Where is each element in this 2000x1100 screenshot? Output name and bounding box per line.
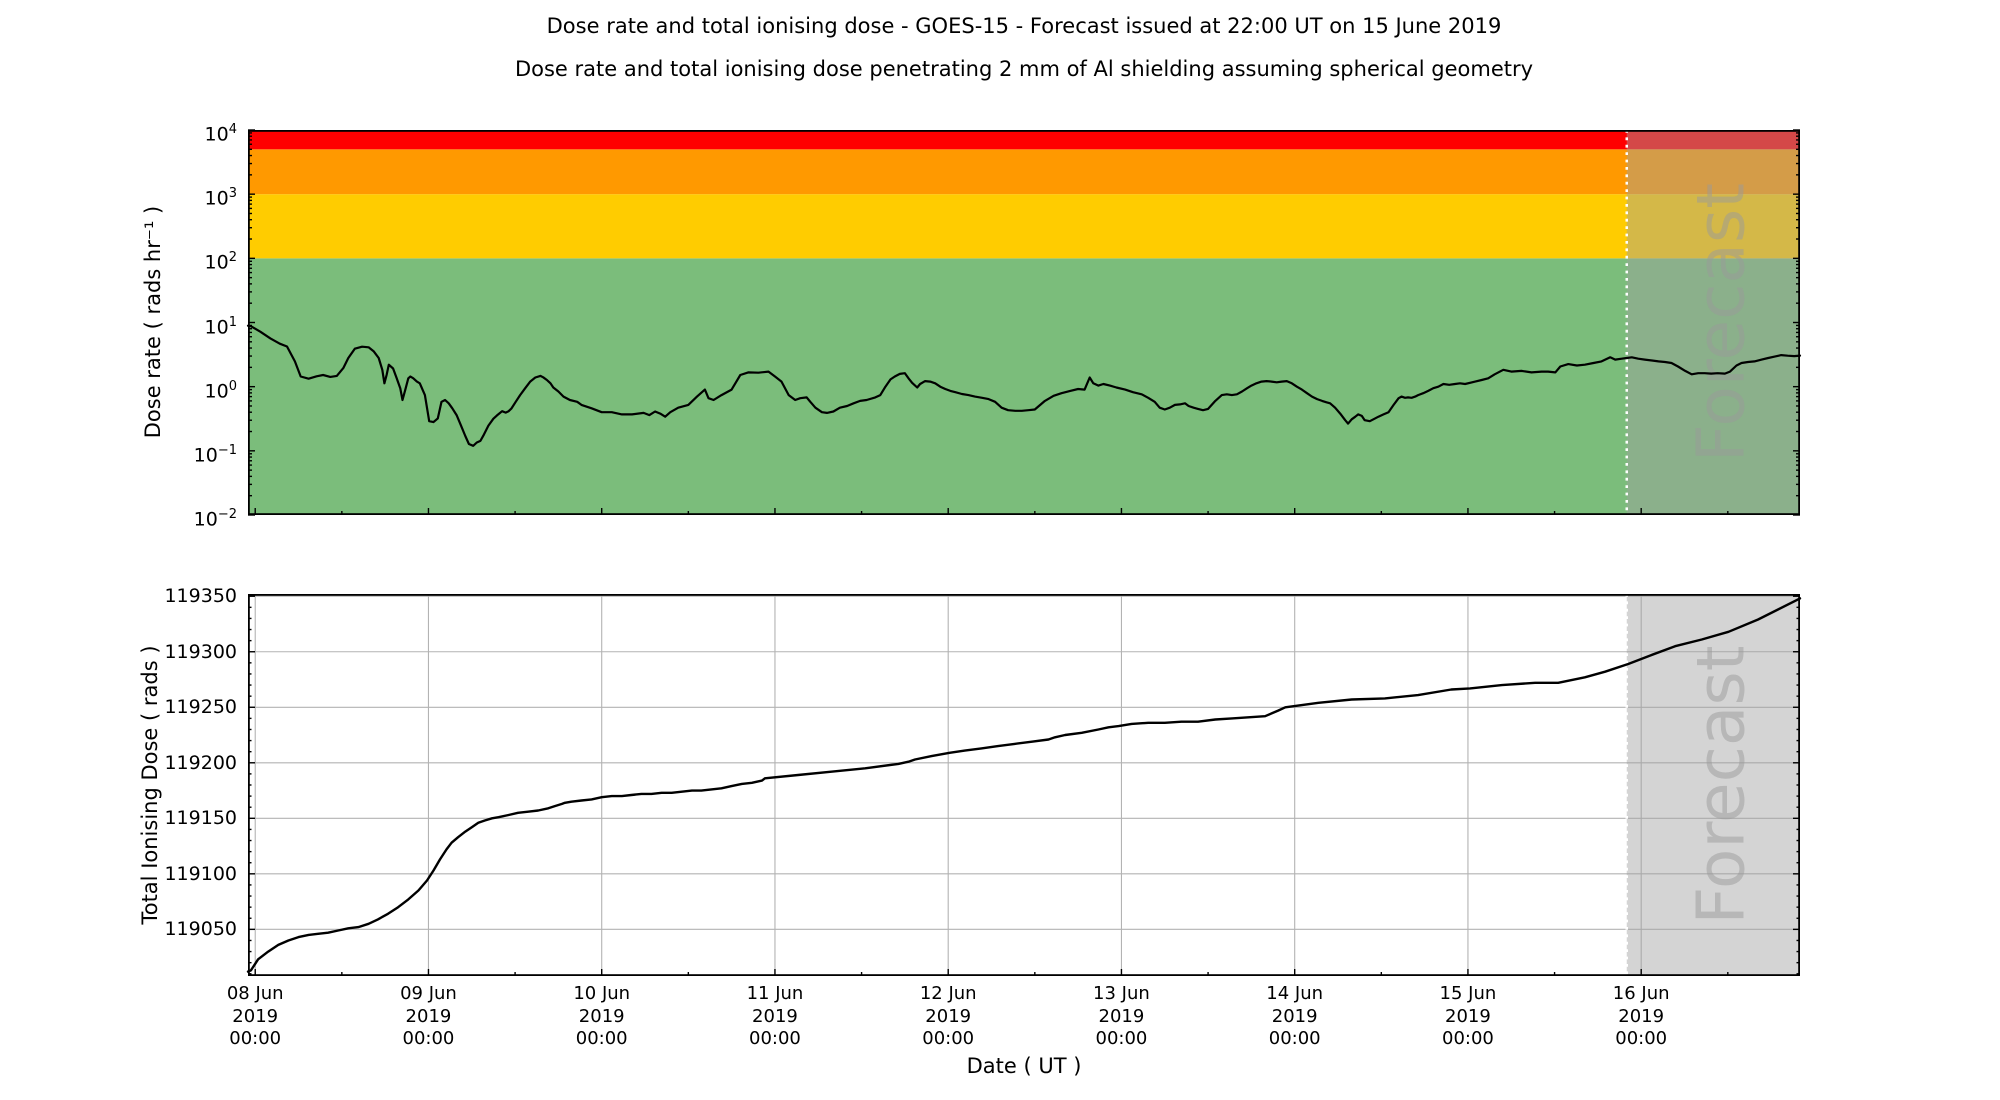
x-tick-label-line: 00:00 [922, 1028, 975, 1049]
forecast-watermark-bottom: Forecast [1682, 645, 1759, 924]
x-tick-label: 09 Jun 2019 00:00 [358, 983, 498, 1051]
total-dose-line [246, 597, 1802, 973]
x-tick-label-line: 16 Jun [1612, 983, 1670, 1004]
x-tick-label-line: 12 Jun [919, 983, 977, 1004]
date-x-axis-label: Date ( UT ) [966, 1054, 1082, 1078]
y-tick-label: 103 [204, 186, 237, 210]
y-tick-label: 119150 [164, 807, 237, 830]
y-tick-label: 10−2 [193, 507, 237, 531]
x-tick-label-line: 00:00 [575, 1028, 628, 1049]
x-tick-label: 16 Jun 2019 00:00 [1571, 983, 1711, 1051]
x-tick-label-line: 00:00 [1442, 1028, 1494, 1049]
dose-rate-line [246, 324, 1802, 447]
forecast-region [1626, 594, 1800, 976]
x-tick-label-line: 2019 [578, 1005, 625, 1027]
x-tick-label-line: 2019 [1271, 1005, 1318, 1027]
x-tick-label: 11 Jun 2019 00:00 [705, 983, 845, 1051]
x-tick-label-line: 2019 [232, 1005, 279, 1027]
y-tick-label: 119100 [164, 862, 237, 885]
x-tick-label: 12 Jun 2019 00:00 [878, 983, 1018, 1051]
noaa-scale-band-red [248, 130, 1800, 150]
total-dose-y-axis-label: Total Ionising Dose ( rads ) [138, 645, 162, 925]
x-tick-label-line: 08 Jun [226, 983, 284, 1004]
x-tick-label-line: 2019 [1618, 1005, 1665, 1027]
forecast-region [1626, 130, 1800, 515]
x-tick-label-line: 00:00 [1095, 1028, 1148, 1049]
plot-spine [247, 593, 1800, 977]
noaa-scale-band-yellow [248, 194, 1800, 259]
x-tick-label-line: 10 Jun [573, 983, 631, 1004]
x-tick-label-line: 11 Jun [746, 983, 804, 1004]
y-tick-label: 102 [204, 250, 237, 274]
y-tick-label: 101 [204, 314, 237, 338]
dose-rate-y-axis-label: Dose rate ( rads hr⁻¹ ) [141, 205, 165, 439]
y-tick-label: 104 [204, 122, 237, 146]
y-tick-label: 119050 [164, 918, 237, 941]
x-tick-label-line: 15 Jun [1439, 983, 1497, 1004]
x-tick-label: 15 Jun 2019 00:00 [1398, 983, 1538, 1051]
noaa-scale-band-orange [248, 149, 1800, 195]
x-tick-label-line: 00:00 [229, 1028, 282, 1049]
x-tick-label: 14 Jun 2019 00:00 [1225, 983, 1365, 1051]
x-tick-label: 08 Jun 2019 00:00 [185, 983, 325, 1051]
y-tick-label: 119250 [164, 696, 237, 719]
noaa-scale-band-green [248, 258, 1800, 515]
x-tick-label-line: 14 Jun [1266, 983, 1324, 1004]
y-tick-label: 119300 [164, 640, 237, 663]
x-tick-label-line: 00:00 [402, 1028, 455, 1049]
x-tick-label-line: 09 Jun [400, 983, 457, 1004]
x-tick-label-line: 00:00 [1615, 1028, 1668, 1049]
x-tick-label: 10 Jun 2019 00:00 [532, 983, 672, 1051]
y-tick-label: 119350 [164, 585, 237, 608]
x-tick-label-line: 2019 [925, 1005, 972, 1027]
dose-rate-chart: Forecast [246, 129, 1802, 516]
x-tick-label-line: 00:00 [1268, 1028, 1321, 1049]
forecast-watermark-top: Forecast [1682, 183, 1759, 462]
x-tick-label-line: 2019 [405, 1005, 452, 1027]
figure-subtitle: Dose rate and total ionising dose penetr… [514, 57, 1534, 81]
x-tick-label-line: 00:00 [749, 1028, 801, 1049]
x-tick-label: 13 Jun 2019 00:00 [1051, 983, 1191, 1051]
y-tick-label: 119200 [164, 751, 237, 774]
y-tick-label: 10−1 [193, 442, 237, 467]
figure-title: Dose rate and total ionising dose - GOES… [546, 14, 1502, 38]
total-dose-chart: Forecast [246, 593, 1802, 977]
x-tick-label-line: 2019 [752, 1005, 798, 1027]
x-tick-label-line: 2019 [1098, 1005, 1145, 1027]
y-tick-label: 100 [204, 378, 237, 402]
x-tick-label-line: 13 Jun [1093, 983, 1150, 1004]
x-tick-label-line: 2019 [1445, 1005, 1491, 1027]
plot-spine [247, 129, 1800, 516]
